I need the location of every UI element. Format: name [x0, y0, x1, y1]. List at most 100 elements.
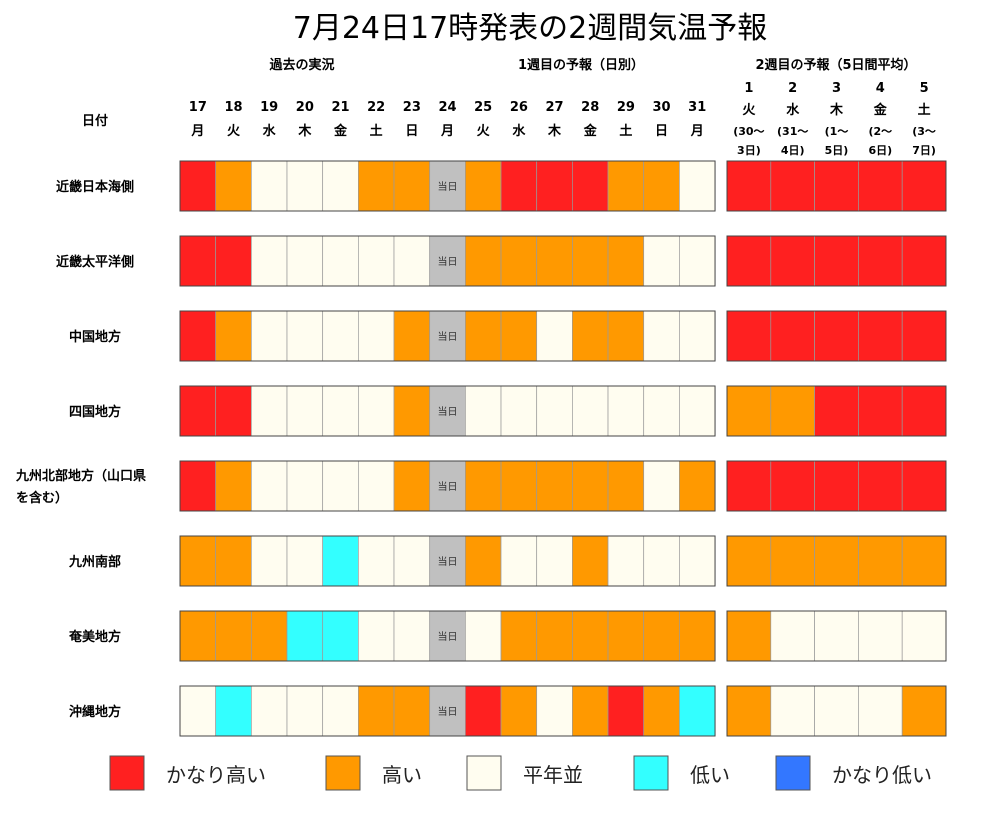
daily-cell: [322, 235, 359, 287]
region-label: 近畿太平洋側: [56, 254, 134, 270]
period-range-end: 7日): [912, 144, 936, 157]
weekly-cell: [814, 460, 859, 512]
today-cell-label: 当日: [438, 330, 458, 343]
day-date-label: 28: [581, 100, 599, 115]
day-weekday-label: 木: [297, 123, 312, 139]
daily-cell: [465, 160, 502, 212]
daily-cell: [500, 685, 538, 737]
weekly-cell: [814, 535, 859, 587]
daily-cell: [215, 160, 252, 212]
daily-cell: [500, 460, 538, 512]
daily-cell: [572, 385, 609, 437]
daily-cell: [250, 235, 288, 287]
region-label: 四国地方: [69, 404, 121, 420]
daily-cell: [215, 535, 252, 587]
region-label: 奄美地方: [68, 629, 121, 645]
daily-cell: [179, 610, 217, 662]
daily-cell: [250, 535, 288, 587]
day-date-label: 27: [545, 100, 563, 115]
today-cell-label: 当日: [438, 480, 458, 493]
period-range-start: (3～: [912, 125, 936, 138]
daily-cell: [536, 535, 573, 587]
day-weekday-label: 水: [512, 123, 526, 139]
legend-swatch: [775, 755, 811, 791]
weekly-cell: [770, 460, 815, 512]
day-date-label: 30: [652, 100, 670, 115]
day-weekday-label: 金: [583, 123, 598, 139]
region-label: 近畿日本海側: [56, 179, 134, 195]
daily-cell: [215, 610, 252, 662]
legend-label: 平年並: [523, 763, 583, 787]
period-range-end: 4日): [781, 144, 805, 157]
daily-block-border: [179, 385, 716, 437]
daily-cell: [429, 685, 466, 737]
day-weekday-label: 金: [333, 123, 348, 139]
today-cell-label: 当日: [438, 255, 458, 268]
weekly-cell: [858, 235, 903, 287]
daily-cell: [679, 160, 716, 212]
date-header: 日付: [82, 113, 108, 129]
day-weekday-label: 日: [655, 124, 668, 139]
legend-item: 低い: [633, 755, 730, 791]
daily-cell: [465, 235, 502, 287]
day-weekday-label: 土: [370, 123, 383, 139]
period-range-start: (31～: [777, 125, 808, 138]
daily-cell: [358, 235, 395, 287]
daily-cell: [322, 310, 359, 362]
period-range-start: (2～: [868, 125, 892, 138]
period-number-label: 1: [744, 81, 753, 96]
daily-cell: [250, 385, 288, 437]
daily-cell: [179, 310, 217, 362]
region-label: を含む）: [16, 490, 68, 506]
weekly-cell: [858, 460, 903, 512]
weekly-cell: [770, 685, 815, 737]
weekly-block-border: [726, 310, 947, 362]
daily-cell: [465, 610, 502, 662]
weekly-block-border: [726, 460, 947, 512]
daily-cell: [536, 160, 573, 212]
daily-cell: [572, 310, 609, 362]
daily-cell: [679, 610, 716, 662]
daily-cell: [250, 685, 288, 737]
period-range-end: 5日): [825, 144, 849, 157]
daily-cell: [500, 160, 538, 212]
weekly-block-border: [726, 160, 947, 212]
daily-cell: [393, 235, 431, 287]
daily-cell: [465, 535, 502, 587]
daily-block-border: [179, 460, 716, 512]
period-weekday-label: 木: [829, 102, 844, 118]
legend-item: 高い: [325, 755, 422, 791]
forecast-row: 四国地方 当日: [69, 385, 947, 437]
legend-swatch: [325, 755, 361, 791]
daily-cell: [429, 460, 466, 512]
daily-cell: [572, 460, 609, 512]
weekly-cell: [858, 685, 903, 737]
today-cell-label: 当日: [438, 630, 458, 643]
daily-block-border: [179, 160, 716, 212]
daily-cell: [643, 535, 680, 587]
daily-cell: [215, 685, 252, 737]
day-date-label: 23: [403, 100, 421, 115]
daily-cell: [643, 460, 680, 512]
weekly-cell: [901, 685, 947, 737]
period-range-end: 3日): [737, 144, 761, 157]
daily-cell: [465, 385, 502, 437]
legend-label: かなり高い: [166, 763, 266, 787]
daily-block-border: [179, 235, 716, 287]
daily-cell: [322, 160, 359, 212]
legend-label: 低い: [690, 763, 730, 787]
period-headers: 1 火 (30～ 3日) 2 水 (31～ 4日) 3 木 (1～ 5日) 4 金 (2～ 6日) 5 土 (3～ 7…: [733, 81, 936, 157]
daily-cell: [250, 160, 288, 212]
weekly-cell: [858, 535, 903, 587]
weekly-cell: [770, 235, 815, 287]
daily-block-border: [179, 535, 716, 587]
weekly-cell: [901, 310, 947, 362]
weekly-cell: [726, 235, 772, 287]
chart-title: 7月24日17時発表の2週間気温予報: [293, 11, 768, 46]
daily-cell: [286, 310, 324, 362]
daily-cell: [465, 460, 502, 512]
weekly-cell: [770, 535, 815, 587]
daily-cell: [500, 310, 538, 362]
